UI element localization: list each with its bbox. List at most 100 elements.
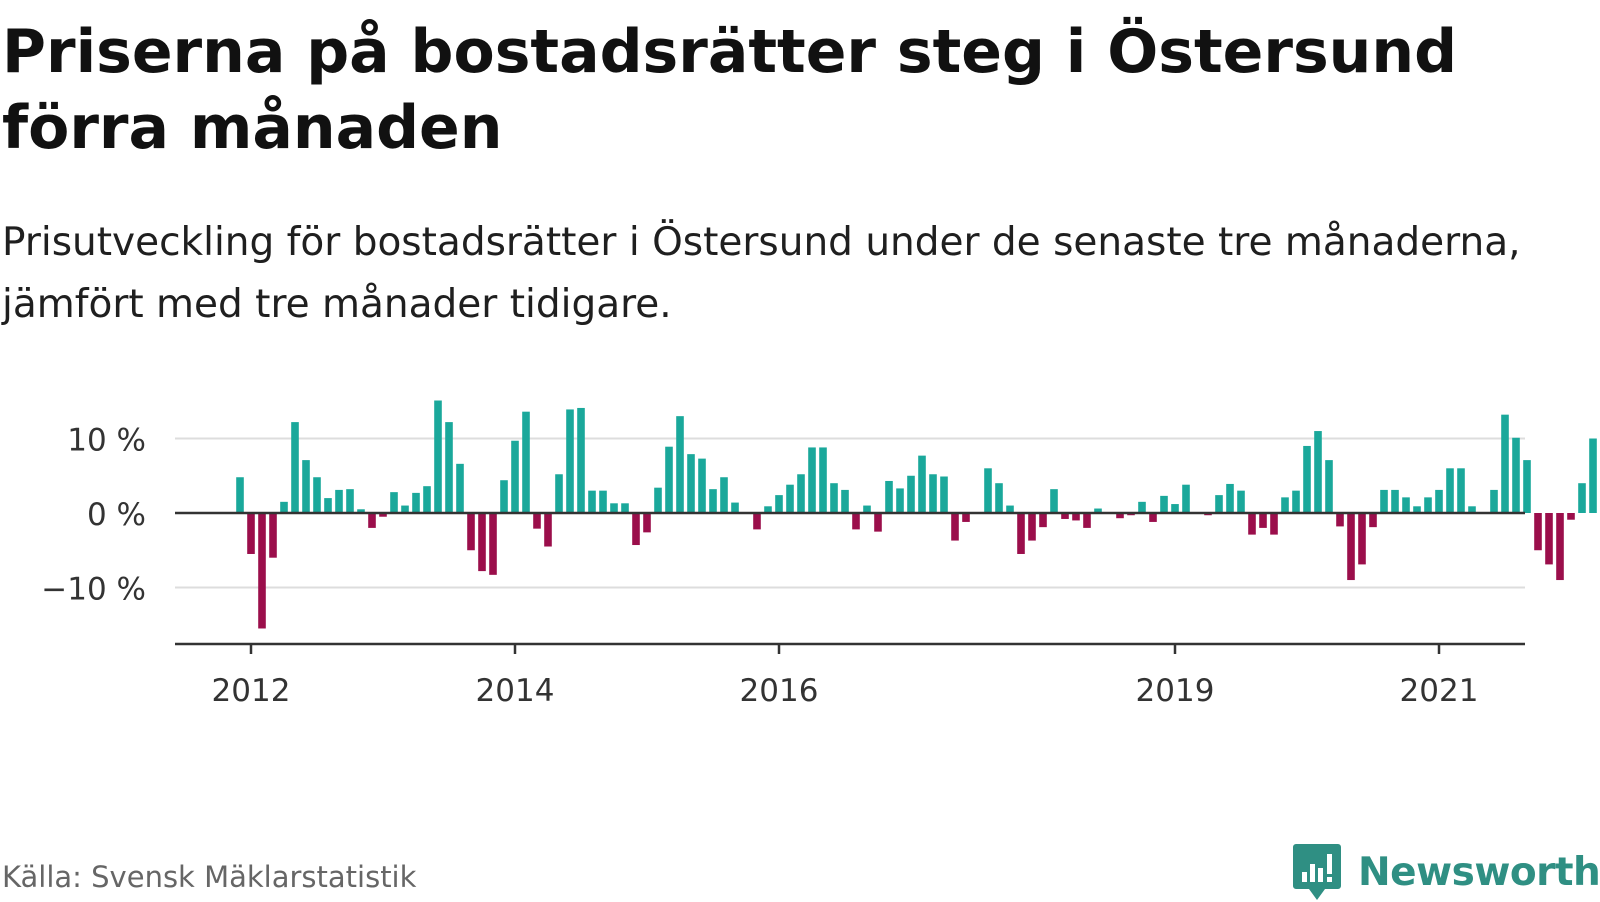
bar-2012-10 [346,489,354,513]
bar-2019-07 [1237,490,1245,513]
bar-2017-10 [1006,505,1014,513]
bar-2013-08 [456,463,464,513]
bars [236,400,1597,629]
bar-2016-02 [786,484,794,513]
bar-2013-11 [489,513,497,575]
bar-2017-06 [962,513,970,522]
bar-2021-11 [1545,513,1553,565]
bar-2019-10 [1270,513,1278,535]
bar-2018-01 [1039,513,1047,528]
bar-2012-09 [335,489,343,514]
bar-2016-10 [874,513,882,532]
bar-2014-01 [511,440,519,513]
bar-2014-09 [599,490,607,513]
bar-2013-12 [500,480,508,513]
y-tick-label: 0 % [87,497,146,533]
bar-2015-06 [698,458,706,513]
brand-name: Newsworthy [1358,849,1600,895]
chart-title: Priserna på bostadsrätter steg i Östersu… [2,17,1458,163]
bar-2012-02 [258,513,266,629]
gridlines [175,437,1525,589]
bar-2016-09 [863,505,871,513]
bar-2012-05 [291,422,299,513]
bar-2012-06 [302,460,310,513]
bar-2018-04 [1072,513,1080,521]
bar-2016-08 [852,513,860,530]
bar-2021-08 [1512,437,1520,513]
bar-2022-01 [1567,513,1575,520]
bar-2014-04 [544,513,552,547]
bar-2013-01 [379,513,387,517]
bar-2017-02 [918,455,926,513]
bar-2017-03 [929,474,937,513]
bar-2018-02 [1050,489,1058,513]
bar-2017-04 [940,476,948,514]
bar-2020-03 [1325,460,1333,513]
bar-2018-10 [1138,501,1146,514]
x-tick-label: 2012 [212,673,291,709]
bar-2019-06 [1226,483,1234,513]
bar-2014-06 [566,409,574,513]
bar-2020-08 [1380,489,1388,514]
bar-2020-06 [1358,513,1366,565]
tick-labels: 10 %0 %−10 %2012201420162019202120231 % [41,423,1479,710]
bar-2020-02 [1314,431,1322,513]
bar-2017-11 [1017,513,1025,554]
newsworthy-logo: Newsworthy [1292,842,1600,902]
bar-2013-09 [467,513,475,551]
bar-2021-04 [1468,506,1476,514]
bar-2019-05 [1215,495,1223,513]
bar-2020-10 [1402,497,1410,514]
bar-2013-06 [434,400,442,513]
bar-2016-04 [808,447,816,513]
bar-2014-11 [621,503,629,513]
bar-2012-12 [368,513,376,528]
bar-2012-03 [269,513,277,558]
bar-2015-07 [709,489,717,513]
bar-2014-10 [610,503,618,513]
source-note: Källa: Svensk Mäklarstatistik [2,860,417,894]
bar-2020-09 [1391,489,1399,514]
bar-2022-03 [1589,438,1597,513]
bar-2021-12 [1556,513,1564,581]
bar-2012-04 [280,501,288,514]
bar-2013-10 [478,513,486,572]
bar-2015-04 [676,416,684,513]
x-tick-label: 2014 [476,673,555,709]
bar-2019-09 [1259,513,1267,528]
bar-2011-12 [236,477,244,513]
bar-2012-08 [324,498,332,513]
bar-2013-02 [390,492,398,513]
bar-2018-06 [1094,508,1102,513]
price-change-bar-chart: 10 %0 %−10 %2012201420162019202120231 % [41,400,1597,710]
bar-2016-01 [775,495,783,513]
bar-2012-11 [357,509,365,514]
bar-2013-07 [445,422,453,513]
bar-2012-07 [313,477,321,513]
bar-2018-11 [1149,513,1157,522]
bar-2020-12 [1424,497,1432,514]
bar-2019-01 [1171,504,1179,513]
bar-2017-08 [984,468,992,513]
y-tick-label: 10 % [67,423,146,459]
bar-2016-11 [885,480,893,513]
bar-2019-11 [1281,497,1289,514]
bar-2015-02 [654,487,662,513]
bar-2018-08 [1116,513,1124,519]
bar-2017-01 [907,475,915,513]
bar-2013-03 [401,505,409,513]
bar-2017-09 [995,483,1003,513]
bar-2014-07 [577,407,585,513]
bar-2014-08 [588,490,596,513]
bar-2016-03 [797,474,805,513]
bar-2015-12 [764,506,772,514]
bar-2021-09 [1523,460,1531,513]
bar-2013-04 [412,492,420,513]
bar-2020-05 [1347,513,1355,581]
bar-2015-03 [665,446,673,513]
x-tick-label: 2021 [1400,673,1479,709]
bar-2021-10 [1534,513,1542,551]
bar-2014-03 [533,513,541,529]
bar-2018-12 [1160,495,1168,513]
bar-2014-05 [555,474,563,513]
